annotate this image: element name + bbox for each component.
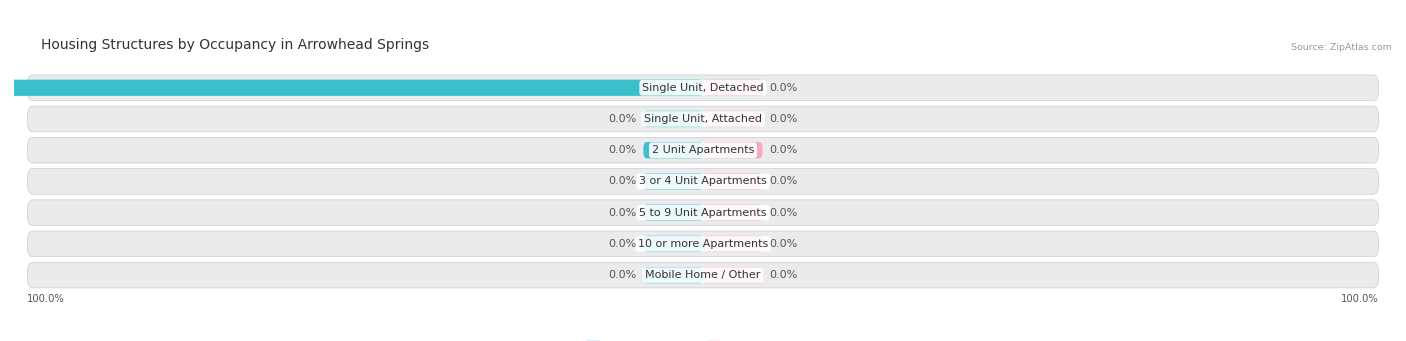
Text: 0.0%: 0.0% (769, 176, 797, 187)
Text: 0.0%: 0.0% (609, 208, 637, 218)
FancyBboxPatch shape (703, 267, 762, 283)
Text: 0.0%: 0.0% (609, 270, 637, 280)
Text: 0.0%: 0.0% (609, 239, 637, 249)
Text: Mobile Home / Other: Mobile Home / Other (645, 270, 761, 280)
Text: 0.0%: 0.0% (769, 145, 797, 155)
FancyBboxPatch shape (0, 80, 703, 96)
Text: Housing Structures by Occupancy in Arrowhead Springs: Housing Structures by Occupancy in Arrow… (41, 38, 429, 52)
FancyBboxPatch shape (27, 106, 1379, 132)
Text: Single Unit, Detached: Single Unit, Detached (643, 83, 763, 93)
Text: 5 to 9 Unit Apartments: 5 to 9 Unit Apartments (640, 208, 766, 218)
Text: 0.0%: 0.0% (769, 83, 797, 93)
FancyBboxPatch shape (644, 142, 703, 158)
FancyBboxPatch shape (703, 142, 762, 158)
FancyBboxPatch shape (27, 262, 1379, 288)
FancyBboxPatch shape (644, 236, 703, 252)
Text: 0.0%: 0.0% (769, 239, 797, 249)
Text: Source: ZipAtlas.com: Source: ZipAtlas.com (1291, 43, 1392, 52)
FancyBboxPatch shape (27, 75, 1379, 101)
FancyBboxPatch shape (27, 200, 1379, 225)
FancyBboxPatch shape (27, 169, 1379, 194)
Text: 3 or 4 Unit Apartments: 3 or 4 Unit Apartments (640, 176, 766, 187)
Text: Single Unit, Attached: Single Unit, Attached (644, 114, 762, 124)
FancyBboxPatch shape (703, 173, 762, 190)
Text: 0.0%: 0.0% (609, 176, 637, 187)
Text: 0.0%: 0.0% (769, 114, 797, 124)
Text: 0.0%: 0.0% (769, 270, 797, 280)
Text: 2 Unit Apartments: 2 Unit Apartments (652, 145, 754, 155)
Text: 100.0%: 100.0% (1341, 295, 1379, 305)
FancyBboxPatch shape (644, 267, 703, 283)
Text: 100.0%: 100.0% (27, 295, 65, 305)
FancyBboxPatch shape (27, 231, 1379, 257)
FancyBboxPatch shape (703, 205, 762, 221)
FancyBboxPatch shape (644, 205, 703, 221)
FancyBboxPatch shape (644, 173, 703, 190)
Text: 0.0%: 0.0% (609, 114, 637, 124)
Text: 0.0%: 0.0% (609, 145, 637, 155)
Text: 10 or more Apartments: 10 or more Apartments (638, 239, 768, 249)
FancyBboxPatch shape (703, 111, 762, 127)
FancyBboxPatch shape (644, 111, 703, 127)
FancyBboxPatch shape (703, 80, 762, 96)
FancyBboxPatch shape (703, 236, 762, 252)
Text: 0.0%: 0.0% (769, 208, 797, 218)
FancyBboxPatch shape (27, 137, 1379, 163)
